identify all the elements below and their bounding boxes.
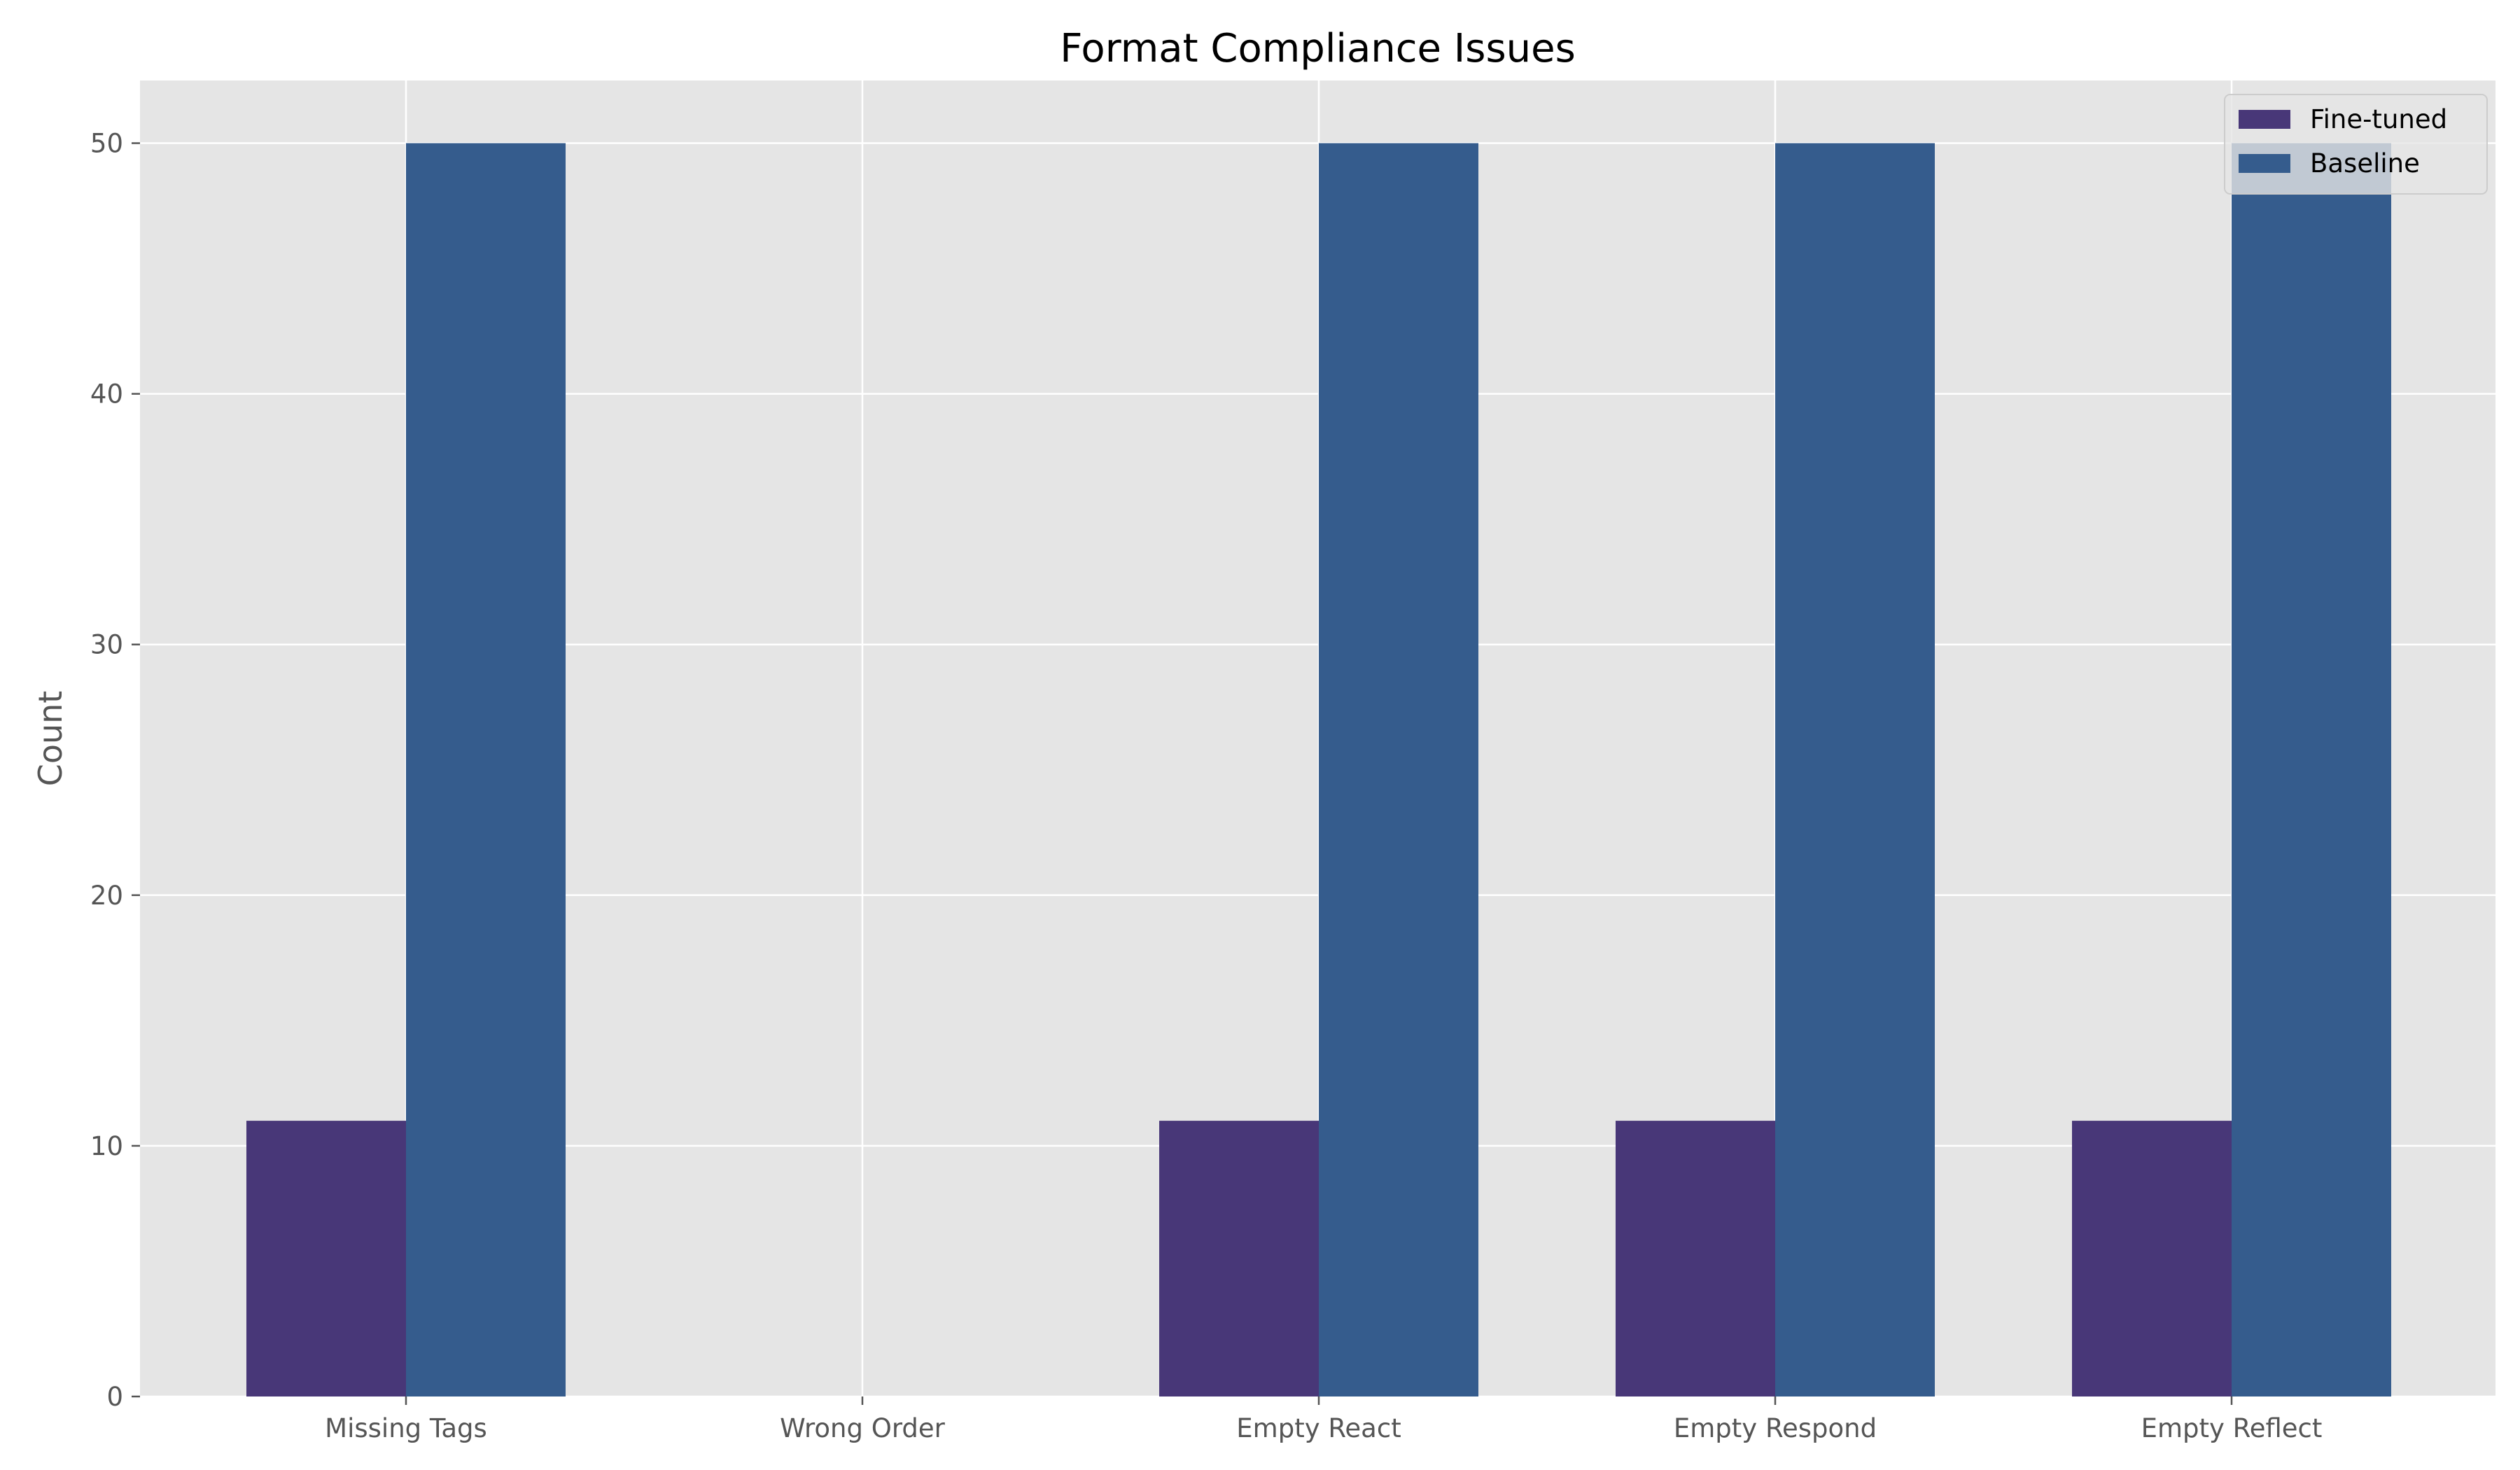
y-tick-label: 20	[90, 881, 123, 911]
legend-swatch	[2239, 110, 2290, 129]
x-axis: Missing Tags Wrong Order Empty React Empty …	[325, 1396, 2322, 1443]
legend: Fine-tuned Baseline	[2224, 94, 2488, 195]
bar-baseline-empty-reflect	[2232, 143, 2391, 1396]
x-tick-label: Missing Tags	[325, 1413, 487, 1443]
bars	[246, 143, 2391, 1396]
x-tick-label: Empty Respond	[1674, 1413, 1877, 1443]
y-axis-title: Count	[31, 691, 69, 787]
y-axis: 0 10 20 30 40 50	[90, 129, 140, 1412]
legend-label: Baseline	[2310, 148, 2420, 178]
bar-baseline-empty-react	[1319, 143, 1478, 1396]
x-tick-label: Empty React	[1236, 1413, 1401, 1443]
y-tick-label: 0	[106, 1382, 123, 1412]
y-tick-label: 40	[90, 379, 123, 410]
y-tick-label: 50	[90, 129, 123, 159]
bar-baseline-empty-respond	[1775, 143, 1935, 1396]
y-tick-label: 10	[90, 1131, 123, 1161]
bar-fine-tuned-empty-reflect	[2072, 1121, 2232, 1396]
bar-baseline-missing-tags	[406, 143, 566, 1396]
x-tick-label: Wrong Order	[780, 1413, 946, 1443]
legend-swatch	[2239, 154, 2290, 173]
y-tick-label: 30	[90, 630, 123, 660]
legend-label: Fine-tuned	[2310, 104, 2447, 134]
chart-title: Format Compliance Issues	[1060, 26, 1576, 71]
bar-fine-tuned-missing-tags	[246, 1121, 406, 1396]
bar-fine-tuned-empty-react	[1159, 1121, 1319, 1396]
bar-fine-tuned-empty-respond	[1616, 1121, 1775, 1396]
x-tick-label: Empty Reflect	[2141, 1413, 2323, 1443]
